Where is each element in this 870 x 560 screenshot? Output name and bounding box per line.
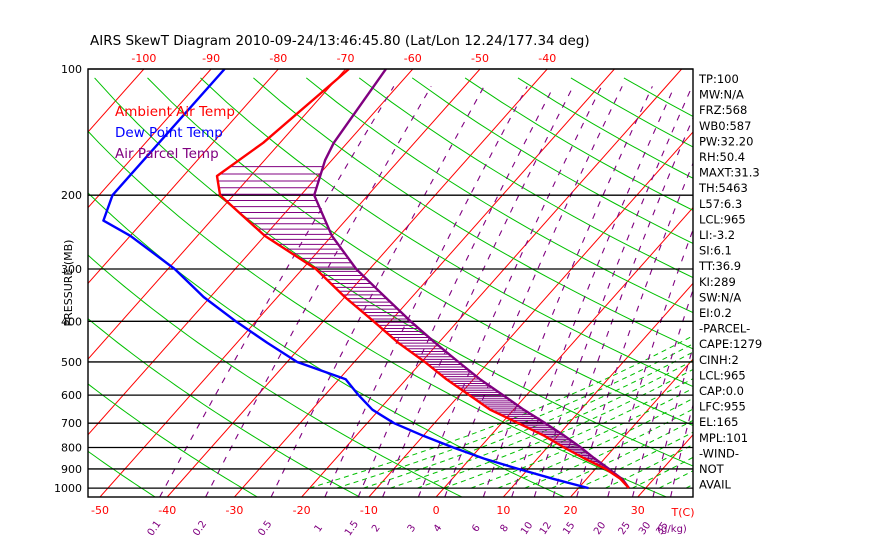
index-tp100: TP:100 xyxy=(698,72,739,86)
legend-label-3: Air Parcel Temp xyxy=(115,146,219,162)
x-axis-title-mixing: (g/kg) xyxy=(657,524,687,535)
index-lcl965: LCL:965 xyxy=(699,368,746,382)
index-cinh2: CINH:2 xyxy=(699,353,739,367)
bottom-temp-tick-label: 10 xyxy=(496,504,510,517)
pressure-tick-label: 200 xyxy=(61,189,82,202)
index-cape1279: CAPE:1279 xyxy=(699,337,762,351)
index-mwna: MW:N/A xyxy=(699,88,744,102)
page-title: AIRS SkewT Diagram 2010-09-24/13:46:45.8… xyxy=(90,33,590,49)
index-l5763: L57:6.3 xyxy=(699,197,742,211)
top-temp-tick-label: -80 xyxy=(269,52,287,65)
index-parcel: -PARCEL- xyxy=(699,322,750,336)
index-wind: -WIND- xyxy=(699,446,739,460)
plot-frame xyxy=(87,68,694,498)
pressure-tick-label: 100 xyxy=(61,63,82,76)
top-temp-tick-label: -90 xyxy=(202,52,220,65)
bottom-temp-tick-label: 0 xyxy=(433,504,440,517)
top-temp-tick-label: -70 xyxy=(337,52,355,65)
sounding-curves xyxy=(102,69,630,490)
bottom-temperature-ticks: -50 -40 -30 -20 -10 0 10 20 30 xyxy=(91,504,645,517)
index-rh504: RH:50.4 xyxy=(699,150,745,164)
pressure-tick-label: 500 xyxy=(61,356,82,369)
mixing-ratio-tick-label: 6 xyxy=(470,523,483,535)
mixing-ratio-tick-label: 8 xyxy=(498,523,511,535)
index-mpl101: MPL:101 xyxy=(699,431,748,445)
index-cap00: CAP:0.0 xyxy=(699,384,744,398)
index-th5463: TH:5463 xyxy=(698,181,748,195)
mixing-ratio-tick-label: 1 xyxy=(313,523,326,535)
index-pw3220: PW:32.20 xyxy=(699,134,753,148)
index-ki289: KI:289 xyxy=(699,275,736,289)
bottom-temp-tick-label: -40 xyxy=(158,504,176,517)
index-tt369: TT:36.9 xyxy=(698,259,741,273)
pressure-tick-label: 900 xyxy=(61,463,82,476)
top-temp-tick-label: -60 xyxy=(404,52,422,65)
index-si61: SI:6.1 xyxy=(699,244,732,258)
pressure-tick-label: 700 xyxy=(61,417,82,430)
top-temperature-ticks: -100 -90 -80 -70 -60 -50 -40 xyxy=(131,52,556,65)
mixing-ratio-tick-label: 4 xyxy=(432,523,445,535)
top-temp-tick-label: -100 xyxy=(131,52,156,65)
index-not: NOT xyxy=(699,462,725,476)
pressure-tick-label: 400 xyxy=(61,315,82,328)
bottom-temp-tick-label: -10 xyxy=(360,504,378,517)
pressure-tick-label: 800 xyxy=(61,442,82,455)
bottom-temp-tick-label: -30 xyxy=(225,504,243,517)
pressure-tick-label: 600 xyxy=(61,389,82,402)
bottom-temp-tick-label: 20 xyxy=(564,504,578,517)
legend-label-2: Dew Point Temp xyxy=(115,125,223,141)
index-lcl965: LCL:965 xyxy=(699,212,746,226)
mixing-ratio-tick-label: 3 xyxy=(406,523,419,535)
index-el165: EL:165 xyxy=(699,415,739,429)
x-axis-title-temp: T(C) xyxy=(671,506,695,519)
background-isopleths xyxy=(88,69,693,497)
index-li32: LI:-3.2 xyxy=(699,228,735,242)
mixing-ratio-tick-label: 2 xyxy=(370,523,383,535)
index-ei02: EI:0.2 xyxy=(699,306,732,320)
index-avail: AVAIL xyxy=(699,478,732,492)
pressure-tick-label: 300 xyxy=(61,263,82,276)
top-temp-tick-label: -50 xyxy=(471,52,489,65)
top-temp-tick-label: -40 xyxy=(538,52,556,65)
index-swna: SW:N/A xyxy=(699,290,741,304)
legend: Ambient Air Temp Dew Point Temp Air Parcel… xyxy=(115,104,235,162)
index-maxt313: MAXT:31.3 xyxy=(699,166,760,180)
bottom-temp-tick-label: -20 xyxy=(293,504,311,517)
pressure-axis-ticks: 100 200 300 400 500 600 700 800 900 1000 xyxy=(54,63,82,495)
y-axis-title: PRESSURE (MB) xyxy=(62,240,75,327)
index-lfc955: LFC:955 xyxy=(699,400,746,414)
index-wb0587: WB0:587 xyxy=(699,119,751,133)
index-frz568: FRZ:568 xyxy=(699,103,747,117)
pressure-tick-label: 1000 xyxy=(54,482,82,495)
isobar-gridlines xyxy=(88,68,693,489)
cape-hatch-region xyxy=(217,166,623,481)
bottom-temp-tick-label: 30 xyxy=(631,504,645,517)
bottom-temp-tick-label: -50 xyxy=(91,504,109,517)
legend-label-1: Ambient Air Temp xyxy=(115,104,235,120)
